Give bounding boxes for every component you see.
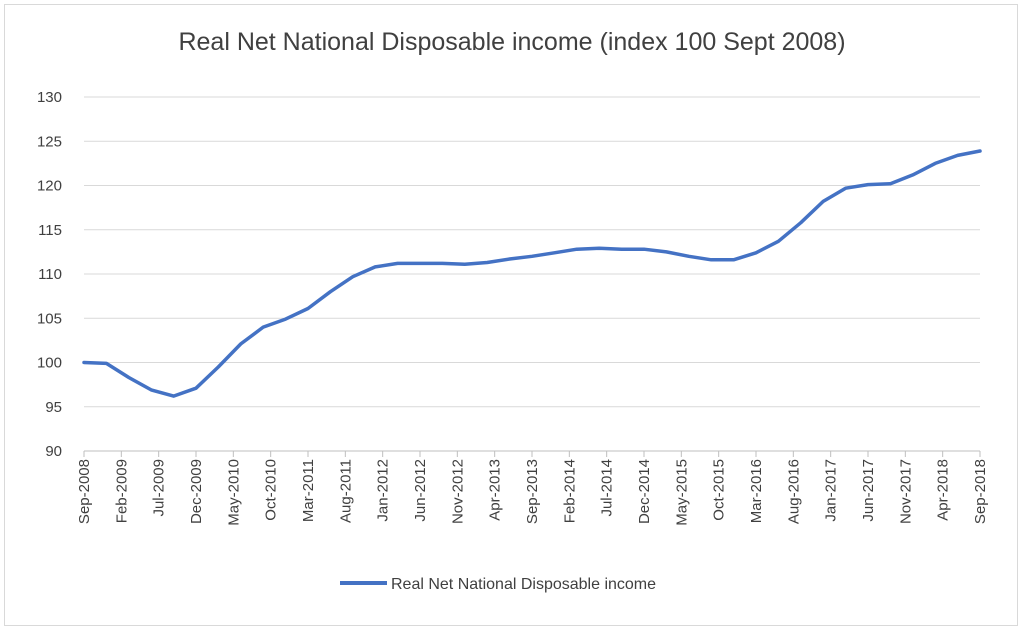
x-tick-label: Dec-2009 [188, 459, 205, 524]
x-tick-label: Feb-2009 [113, 459, 130, 523]
x-tick-label: Apr-2018 [935, 459, 952, 521]
x-tick-label: May-2015 [673, 459, 690, 526]
x-tick-label: Oct-2015 [711, 459, 728, 521]
x-tick-label: May-2010 [225, 459, 242, 526]
y-tick-label: 130 [37, 89, 62, 106]
x-tick-label: Mar-2011 [300, 459, 317, 522]
y-tick-label: 105 [37, 310, 62, 327]
x-tick-label: Jul-2009 [151, 459, 168, 517]
chart-frame [4, 4, 1018, 626]
x-tick-label: Nov-2012 [449, 459, 466, 524]
x-tick-label: Sep-2013 [524, 459, 541, 524]
x-tick-label: Feb-2014 [561, 459, 578, 523]
y-tick-label: 115 [38, 222, 62, 239]
x-tick-label: Aug-2011 [337, 459, 354, 523]
x-tick-label: Dec-2014 [636, 459, 653, 524]
chart-title: Real Net National Disposable income (ind… [178, 28, 846, 56]
y-tick-label: 120 [37, 178, 62, 195]
x-tick-label: Sep-2018 [972, 459, 989, 524]
series-layer [82, 149, 982, 398]
gridlines [84, 96, 980, 408]
y-tick-label: 90 [45, 443, 62, 460]
x-tick-label: Jan-2012 [375, 459, 392, 522]
x-tick-label: Aug-2016 [785, 459, 802, 524]
y-tick-label: 125 [37, 133, 62, 150]
y-tick-label: 110 [38, 266, 62, 283]
x-tick-label: Mar-2016 [748, 459, 765, 523]
x-tick-label: Oct-2010 [263, 459, 280, 521]
legend: Real Net National Disposable income [340, 576, 656, 593]
x-tick-label: Apr-2013 [487, 459, 504, 521]
axes: 90 95 100 105 110 115 120 125 130 Sep-2008 Feb-200… [37, 89, 989, 526]
x-tick-label: Nov-2017 [897, 459, 914, 524]
x-tick-label: Jan-2017 [823, 459, 840, 522]
x-tick-label: Jun-2017 [860, 459, 877, 522]
x-tick-label: Sep-2008 [76, 459, 93, 524]
y-tick-label: 95 [45, 399, 62, 416]
x-tick-label: Jun-2012 [412, 459, 429, 522]
y-tick-label: 100 [37, 355, 62, 372]
x-tick-label: Jul-2014 [599, 459, 616, 517]
legend-label: Real Net National Disposable income [391, 576, 656, 593]
